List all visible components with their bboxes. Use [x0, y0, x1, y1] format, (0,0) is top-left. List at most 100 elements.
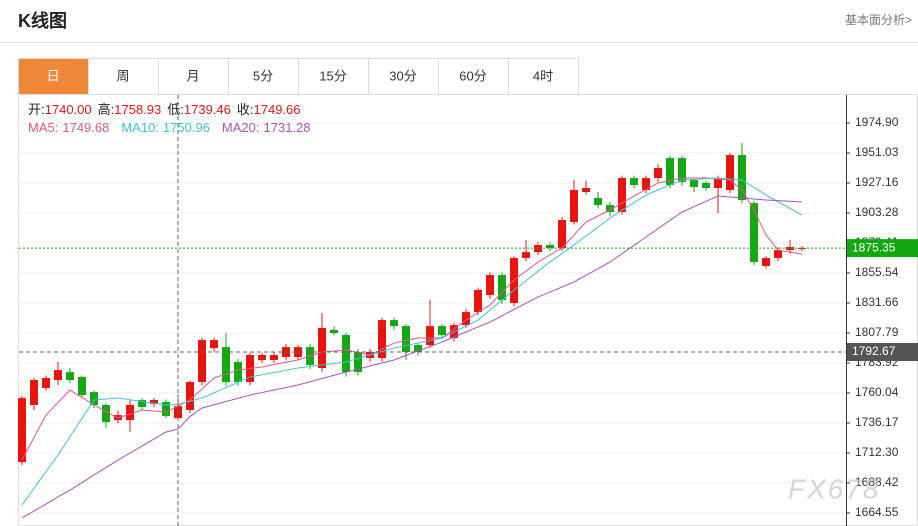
tab[interactable]: [508, 58, 579, 95]
fundamentals-link[interactable]: 基本面分析>: [845, 13, 912, 27]
legend-name: MA20:: [222, 120, 260, 135]
candle-body: [546, 245, 554, 249]
info-label: 开:: [28, 102, 45, 117]
y-tick-label: 1807.79: [855, 325, 899, 339]
y-tick-label: 1951.03: [855, 145, 899, 159]
tab[interactable]: [88, 58, 159, 95]
candle-body: [54, 370, 62, 380]
ma-legend: MA5: 1749.68 MA10: 1750.96 MA20: 1731.28: [28, 120, 311, 135]
candle-body: [570, 189, 578, 223]
tab-label[interactable]: 4时: [533, 68, 553, 83]
legend-value: 1749.68: [62, 120, 109, 135]
candle-body: [426, 326, 434, 346]
candle-body: [354, 351, 362, 373]
candle-body: [678, 158, 686, 183]
y-tick-label: 1712.30: [855, 445, 899, 459]
y-tick-label: 1831.66: [855, 295, 899, 309]
y-tick-label: 1855.54: [855, 265, 899, 279]
tab-label[interactable]: 日: [46, 68, 59, 83]
tab-label[interactable]: 周: [116, 68, 129, 83]
candle-body: [738, 155, 746, 201]
info-value: 1739.46: [184, 102, 231, 117]
candle-body: [402, 326, 410, 352]
candle-body: [270, 354, 278, 361]
y-tick-label: 1736.17: [855, 415, 899, 429]
legend-value: 1750.96: [163, 120, 210, 135]
y-tick-label: 1688.42: [855, 475, 899, 489]
candle-body: [138, 399, 146, 408]
candle-body: [102, 404, 110, 423]
info-value: 1758.93: [114, 102, 161, 117]
candle-body: [330, 329, 338, 333]
candle-body: [162, 401, 170, 417]
candle-body: [318, 327, 326, 369]
candle-body: [774, 250, 782, 258]
y-tick-label: 1664.55: [855, 505, 899, 519]
candle-body: [618, 178, 626, 212]
tab-label[interactable]: 30分: [389, 68, 416, 83]
candle-body: [126, 404, 134, 421]
candle-body: [414, 345, 422, 352]
candle-body: [558, 220, 566, 249]
watermark: FX678: [788, 473, 881, 504]
info-label: 高:: [98, 102, 115, 117]
legend-value: 1731.28: [264, 120, 311, 135]
info-value: 1740.00: [45, 102, 92, 117]
last-price-box: [847, 239, 918, 258]
candle-body: [534, 245, 542, 253]
tab-bar: 日 周 月 5分 15分 30分 60分 4时: [18, 58, 918, 95]
tab[interactable]: [368, 58, 439, 95]
candle-body: [786, 247, 794, 251]
info-label: 收:: [237, 102, 254, 117]
candle-body: [798, 248, 806, 250]
candle-body: [78, 376, 86, 396]
tab-label[interactable]: 60分: [459, 68, 486, 83]
y-tick-label: 1974.90: [855, 115, 899, 129]
candle-body: [378, 320, 386, 358]
candle-body: [498, 275, 506, 301]
last-price-label: 1875.35: [852, 240, 896, 254]
candle-body: [18, 398, 26, 463]
y-tick-label: 1927.16: [855, 175, 899, 189]
ma-line: [21, 195, 803, 519]
ma-line: [21, 177, 803, 461]
y-tick-label: 1903.28: [855, 205, 899, 219]
tab-label[interactable]: 月: [186, 68, 199, 83]
candle-body: [702, 182, 710, 188]
chart-frame: [18, 94, 918, 526]
candle-body: [594, 198, 602, 206]
ohlc-info: 开:1740.00 高:1758.93 低:1739.46 收:1749.66: [28, 102, 301, 117]
candle-body: [390, 320, 398, 327]
candle-body: [606, 205, 614, 212]
candle-body: [198, 340, 206, 382]
candle-body: [222, 347, 230, 382]
candle-body: [630, 178, 638, 185]
candle-body: [462, 312, 470, 326]
y-tick-label: 1760.04: [855, 385, 899, 399]
candle-body: [342, 335, 350, 373]
candle-body: [522, 252, 530, 258]
candle-body: [438, 326, 446, 336]
candle-body: [750, 203, 758, 262]
legend-name: MA5:: [28, 120, 58, 135]
candle-body: [726, 155, 734, 190]
tab-label[interactable]: 15分: [319, 68, 346, 83]
candle-body: [486, 275, 494, 296]
candle-body: [294, 347, 302, 357]
candle-body: [186, 381, 194, 411]
tab-label[interactable]: 5分: [253, 68, 273, 83]
candle-body: [210, 340, 218, 349]
info-value: 1749.66: [254, 102, 301, 117]
page-title: K线图: [18, 10, 67, 31]
candle-body: [474, 290, 482, 313]
candle-body: [234, 362, 242, 382]
candle-body: [642, 178, 650, 190]
candle-body: [714, 178, 722, 188]
plot-area: 1974.901951.031927.161903.281879.411855.…: [18, 95, 918, 526]
candle-body: [66, 372, 74, 380]
info-label: 低:: [167, 102, 184, 117]
legend-name: MA10:: [121, 120, 159, 135]
candle-body: [42, 377, 50, 389]
